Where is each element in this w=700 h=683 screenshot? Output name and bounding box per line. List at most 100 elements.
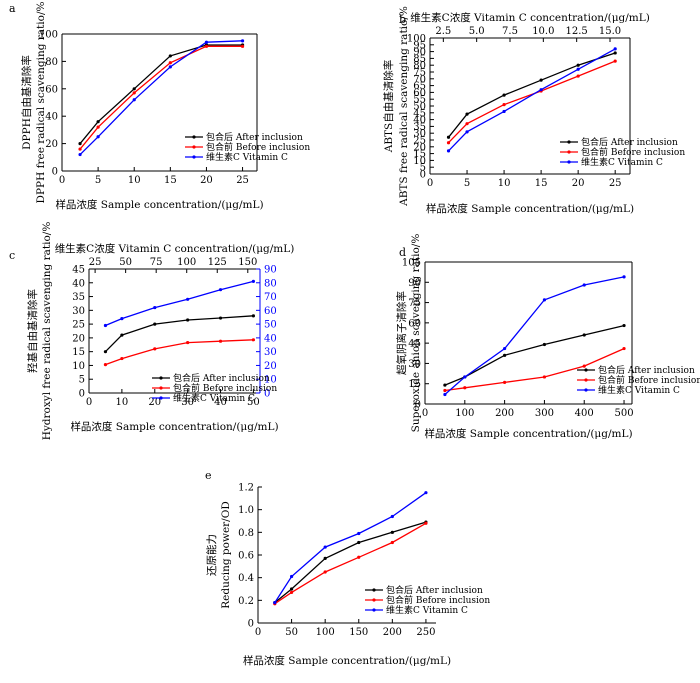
data-point — [251, 314, 256, 318]
legend-label: 包合后 After inclusion — [173, 372, 270, 384]
data-point — [582, 333, 586, 337]
series-line-2 — [448, 48, 616, 152]
series-line-2 — [444, 276, 625, 395]
x2-axis-label: 维生素C浓度 Vitamin C concentration/(μg/mL) — [410, 11, 650, 24]
legend-marker — [584, 378, 588, 382]
y-tick-label: 35 — [413, 122, 426, 133]
y-tick-label: 40 — [45, 112, 58, 123]
x2-tick-label: 150 — [238, 257, 257, 268]
y-tick-label: 40 — [413, 115, 426, 126]
y-tick-label: 65 — [413, 81, 426, 92]
series-line-0 — [444, 324, 625, 386]
y-tick-label: 0 — [52, 167, 58, 178]
data-point — [218, 288, 223, 292]
y2-tick-label: 60 — [264, 306, 277, 317]
y-tick-label: 30 — [408, 359, 421, 370]
y-axis-label-cn: 超氧阴离子清除率 — [395, 291, 408, 375]
data-point — [168, 54, 172, 58]
data-point — [576, 74, 580, 78]
y-tick-label: 1.2 — [238, 483, 254, 494]
legend-marker — [159, 376, 163, 380]
data-point — [357, 555, 361, 559]
data-point — [424, 521, 428, 525]
y-tick-label: 20 — [72, 333, 85, 344]
x-tick-label: 5 — [95, 175, 101, 186]
y-tick-label: 15 — [72, 347, 85, 358]
x-tick-label: 300 — [535, 408, 554, 419]
x-tick-label: 25 — [236, 175, 249, 186]
data-point — [502, 103, 506, 107]
x2-tick-label: 5.0 — [469, 26, 485, 37]
y2-tick-label: 80 — [264, 278, 277, 289]
data-point — [78, 147, 82, 151]
legend-marker — [372, 598, 376, 602]
legend-marker — [159, 386, 163, 390]
legend-label: 维生素C Vitamin C — [598, 384, 680, 396]
y-tick-label: 45 — [408, 339, 421, 350]
x2-tick-label: 50 — [119, 257, 132, 268]
y-axis-label-en: Reducing power/OD — [220, 501, 232, 609]
data-point — [103, 323, 108, 328]
panel-a: a 0 5 10 15 20 25 0 20 40 60 80 100 样品浓度 Sample conce… — [9, 2, 310, 211]
y2-tick-label: 40 — [264, 333, 277, 344]
panel-label: b — [399, 13, 406, 26]
x2-tick-label: 25 — [89, 257, 102, 268]
x-tick-label: 25 — [609, 178, 622, 189]
y-tick-label: 90 — [408, 278, 421, 289]
legend-marker — [372, 608, 376, 612]
x-tick-label: 20 — [148, 397, 161, 408]
x-axis-label: 样品浓度 Sample concentration/(μg/mL) — [55, 198, 263, 211]
series-line-0 — [79, 44, 243, 145]
data-point — [622, 275, 626, 279]
data-point — [390, 530, 394, 534]
x-tick-label: 15 — [535, 178, 548, 189]
series-line-1 — [105, 339, 254, 366]
legend-label: 包合前 Before inclusion — [386, 594, 490, 606]
legend-label: 包合前 Before inclusion — [581, 146, 685, 158]
x2-tick-label: 75 — [150, 257, 163, 268]
y-tick-label: 55 — [413, 95, 426, 106]
data-point — [542, 375, 547, 379]
x-tick-label: 0 — [59, 175, 65, 186]
x-tick-label: 10 — [128, 175, 141, 186]
data-point — [424, 491, 428, 495]
y2-tick-label: 70 — [264, 292, 277, 303]
y-tick-label: 90 — [413, 47, 426, 58]
data-point — [132, 98, 136, 102]
legend-label: 维生素C Vitamin C — [386, 604, 468, 616]
y-tick-label: 20 — [413, 142, 426, 153]
legend-label: 维生素C Vitamin C — [173, 392, 255, 404]
x-tick-label: 50 — [247, 397, 260, 408]
data-point — [542, 298, 547, 302]
y2-tick-label: 10 — [264, 375, 277, 386]
data-point — [539, 88, 543, 92]
legend-label: 包合后 After inclusion — [386, 584, 483, 596]
series-line-1 — [274, 522, 427, 605]
y-tick-label: 45 — [413, 108, 426, 119]
data-point — [323, 545, 327, 549]
x2-tick-label: 100 — [177, 257, 196, 268]
y-tick-label: 40 — [72, 278, 85, 289]
data-point — [613, 59, 617, 63]
legend-label: 包合后 After inclusion — [598, 364, 695, 376]
data-point — [613, 51, 617, 55]
data-point — [622, 346, 626, 351]
y-axis-label-cn: 还原能力 — [205, 534, 218, 576]
x-tick-label: 0 — [86, 397, 92, 408]
data-point — [240, 39, 245, 43]
data-point — [96, 135, 100, 139]
panel-label: c — [9, 249, 15, 262]
series-line-1 — [79, 45, 243, 150]
x-tick-label: 10 — [498, 178, 511, 189]
x-tick-label: 50 — [285, 627, 298, 638]
data-point — [289, 587, 294, 591]
series-line-1 — [444, 348, 625, 392]
legend-marker — [192, 155, 196, 159]
legend-label: 维生素C Vitamin C — [206, 151, 288, 163]
data-point — [463, 375, 467, 379]
data-point — [153, 322, 157, 326]
y-tick-label: 0 — [415, 400, 421, 411]
y-tick-label: 85 — [413, 54, 426, 65]
y-tick-label: 15 — [413, 149, 426, 160]
data-point — [218, 316, 223, 320]
